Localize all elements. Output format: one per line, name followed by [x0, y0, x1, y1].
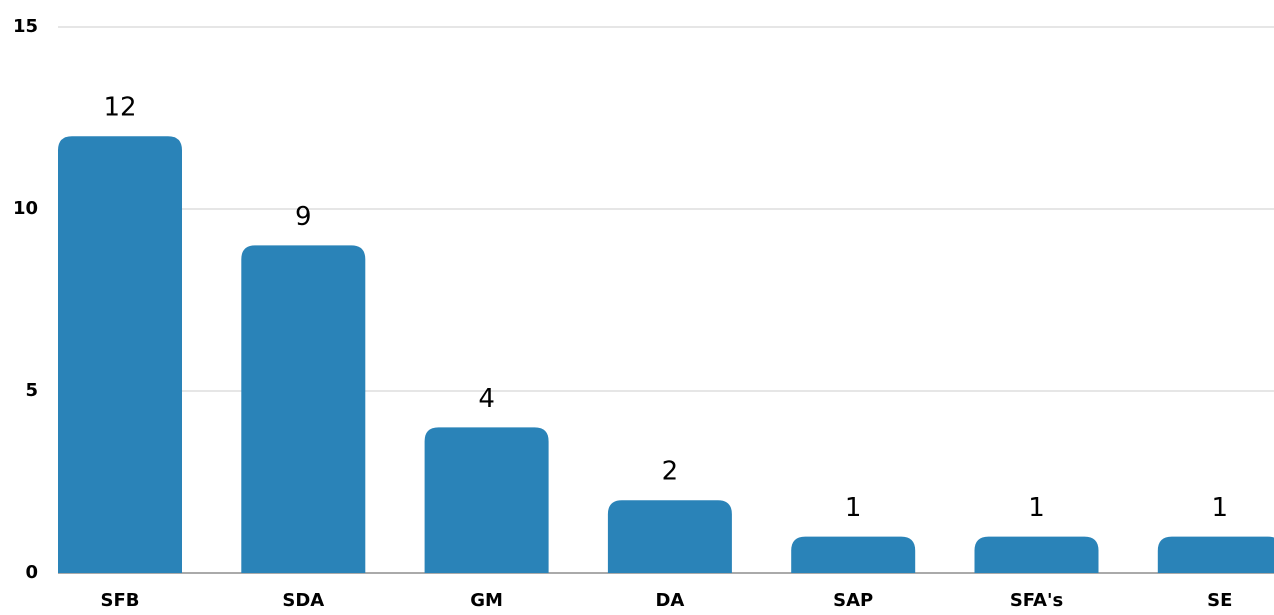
x-tick-label: DA — [655, 590, 684, 611]
value-label: 9 — [295, 202, 312, 232]
x-tick-label: SFB — [101, 590, 140, 611]
y-tick-label: 10 — [13, 198, 38, 219]
value-label: 1 — [845, 493, 862, 523]
bar — [241, 245, 366, 573]
x-tick-label: SDA — [282, 590, 324, 611]
bar — [974, 536, 1099, 573]
x-tick-label: SAP — [833, 590, 873, 611]
value-label: 4 — [478, 384, 495, 414]
y-tick-label: 0 — [25, 562, 38, 583]
bar — [1157, 536, 1274, 573]
x-tick-label: SE — [1207, 590, 1232, 611]
y-tick-label: 15 — [13, 16, 38, 37]
y-tick-label: 5 — [25, 380, 38, 401]
value-label: 12 — [103, 93, 136, 123]
bar — [607, 500, 732, 573]
bar — [424, 427, 549, 573]
value-label: 2 — [662, 457, 679, 487]
value-label: 1 — [1028, 493, 1045, 523]
bar — [791, 536, 916, 573]
bar — [58, 136, 182, 573]
value-label: 1 — [1212, 493, 1229, 523]
x-tick-label: GM — [470, 590, 503, 611]
x-tick-label: SFA's — [1010, 590, 1063, 611]
